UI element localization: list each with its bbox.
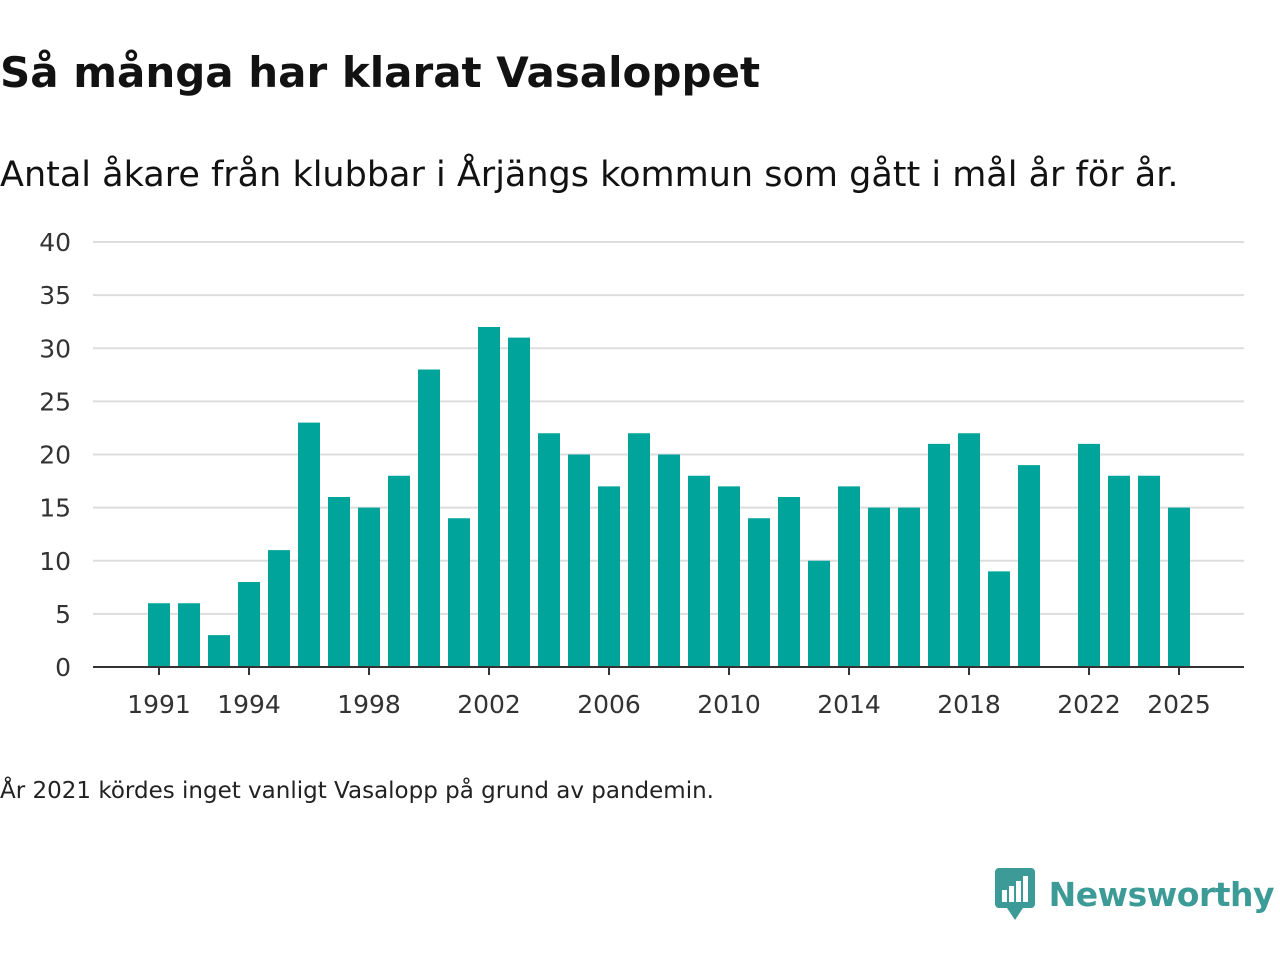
bar-1996[interactable]: 1996: 23: [298, 422, 320, 667]
bar-2023[interactable]: 2023: 18: [1108, 475, 1130, 667]
y-tick-label: 10: [39, 547, 71, 576]
bar-1999[interactable]: 1999: 18: [388, 475, 410, 667]
bar-2006[interactable]: 2006: 17: [598, 486, 620, 667]
x-tick-label: 1994: [217, 690, 281, 719]
bars: 1991: 6 1992: 6 1993: 3 1994: 8 1995: 11 1996…: [148, 327, 1190, 667]
brand-logo[interactable]: Newsworthy: [994, 868, 1275, 920]
brand-name: Newsworthy: [1048, 874, 1275, 914]
bar-2003[interactable]: 2003: 31: [508, 337, 530, 667]
x-tick-label: 2025: [1147, 690, 1211, 719]
x-tick-label: 2018: [937, 690, 1001, 719]
bar-2020[interactable]: 2020: 19: [1018, 465, 1040, 667]
bar-2009[interactable]: 2009: 18: [688, 475, 710, 667]
y-tick-label: 30: [39, 334, 71, 363]
bar-2004[interactable]: 2004: 22: [538, 433, 560, 667]
bar-2018[interactable]: 2018: 22: [958, 433, 980, 667]
bar-2017[interactable]: 2017: 21: [928, 443, 950, 667]
x-tick-label: 1998: [337, 690, 401, 719]
newsworthy-logo-icon: [994, 868, 1035, 920]
bar-2001[interactable]: 2001: 14: [448, 518, 470, 667]
y-tick-label: 15: [39, 494, 71, 523]
y-tick-label: 35: [39, 281, 71, 310]
bar-2024[interactable]: 2024: 18: [1138, 475, 1160, 667]
bar-2019[interactable]: 2019: 9: [988, 571, 1010, 667]
bar-1997[interactable]: 1997: 16: [328, 497, 350, 667]
y-tick-label: 5: [55, 600, 71, 629]
bar-1995[interactable]: 1995: 11: [268, 550, 290, 667]
x-tick-label: 2010: [697, 690, 761, 719]
bar-2011[interactable]: 2011: 14: [748, 518, 770, 667]
bar-2015[interactable]: 2015: 15: [868, 507, 890, 667]
bar-2014[interactable]: 2014: 17: [838, 486, 860, 667]
bar-2016[interactable]: 2016: 15: [898, 507, 920, 667]
bar-2022[interactable]: 2022: 21: [1078, 443, 1100, 667]
bar-2013[interactable]: 2013: 10: [808, 560, 830, 667]
x-tick-label: 2014: [817, 690, 881, 719]
x-tick-labels: 1991 1994 1998 2002 2006 2010 2014 2018 2022 2025: [127, 690, 1211, 719]
bar-2002[interactable]: 2002: 32: [478, 327, 500, 667]
chart-subtitle: Antal åkare från klubbar i Årjängs kommu…: [0, 155, 1179, 195]
y-tick-label: 25: [39, 387, 71, 416]
bar-2000[interactable]: 2000: 28: [418, 369, 440, 668]
bar-2012[interactable]: 2012: 16: [778, 497, 800, 667]
bar-2025[interactable]: 2025: 15: [1168, 507, 1190, 667]
bar-2010[interactable]: 2010: 17: [718, 486, 740, 667]
bar-1993[interactable]: 1993: 3: [208, 635, 230, 667]
bar-2008[interactable]: 2008: 20: [658, 454, 680, 668]
footnote: År 2021 kördes inget vanligt Vasalopp på…: [0, 778, 714, 804]
x-tick-label: 1991: [127, 690, 191, 719]
y-tick-label: 0: [55, 653, 71, 682]
bar-1992[interactable]: 1992: 6: [178, 603, 200, 667]
y-tick-labels: 0 5 10 15 20 25 30 35 40: [39, 228, 71, 682]
x-tick-label: 2022: [1057, 690, 1121, 719]
chart-title: Så många har klarat Vasaloppet: [0, 48, 761, 97]
y-tick-label: 40: [39, 228, 71, 257]
y-tick-label: 20: [39, 441, 71, 470]
bar-1991[interactable]: 1991: 6: [148, 603, 170, 667]
x-tick-label: 2006: [577, 690, 641, 719]
bar-2005[interactable]: 2005: 20: [568, 454, 590, 668]
x-axis: [93, 666, 1244, 675]
bar-1998[interactable]: 1998: 15: [358, 507, 380, 667]
bar-1994[interactable]: 1994: 8: [238, 582, 260, 667]
bar-2007[interactable]: 2007: 22: [628, 433, 650, 667]
bar-chart: 1991: 6 1992: 6 1993: 3 1994: 8 1995: 11 1996…: [39, 228, 1244, 719]
x-tick-label: 2002: [457, 690, 521, 719]
